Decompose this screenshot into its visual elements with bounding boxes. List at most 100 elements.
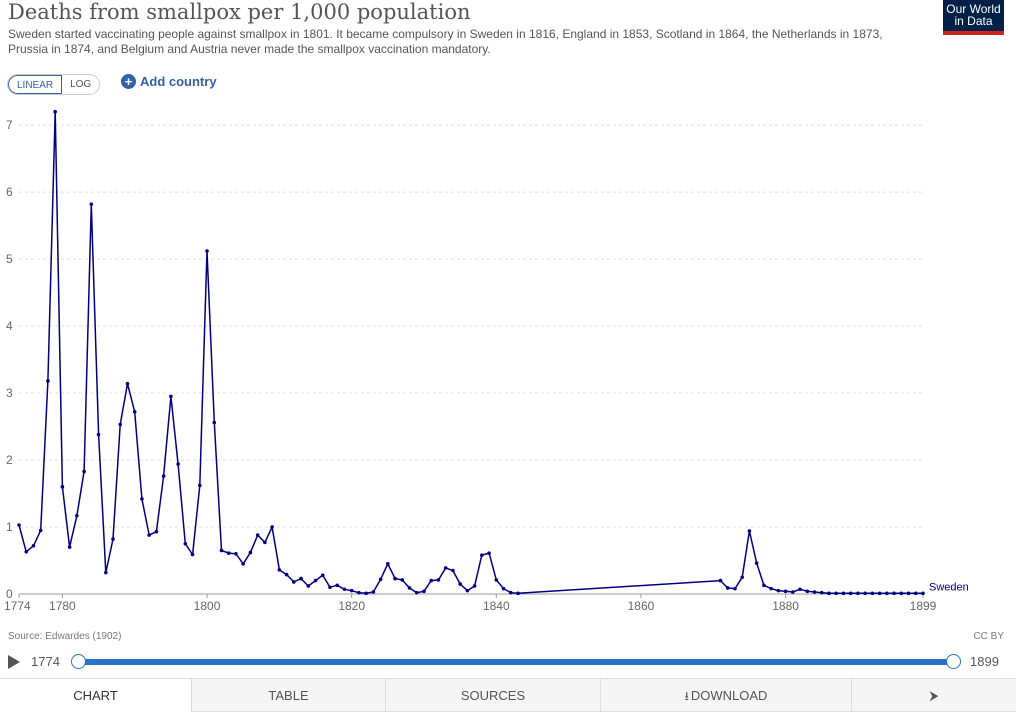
data-point[interactable] — [82, 469, 86, 474]
data-point[interactable] — [234, 552, 238, 556]
data-point[interactable] — [96, 432, 101, 437]
data-point[interactable] — [284, 572, 289, 577]
data-point[interactable] — [75, 513, 79, 518]
data-point[interactable] — [183, 541, 188, 546]
log-scale-button[interactable]: LOG — [70, 79, 92, 90]
play-icon[interactable] — [8, 655, 20, 669]
data-point[interactable] — [906, 591, 911, 596]
data-point[interactable] — [89, 202, 94, 206]
add-country-button[interactable]: + Add country — [121, 74, 217, 89]
data-point[interactable] — [255, 533, 260, 537]
data-point[interactable] — [386, 562, 390, 566]
data-point[interactable] — [67, 545, 72, 549]
data-point[interactable] — [769, 586, 773, 591]
data-point[interactable] — [169, 394, 173, 399]
data-point[interactable] — [798, 587, 802, 592]
data-point[interactable] — [458, 582, 462, 586]
data-point[interactable] — [494, 578, 499, 582]
data-point[interactable] — [393, 576, 397, 581]
data-point[interactable] — [422, 589, 426, 594]
data-point[interactable] — [407, 586, 412, 590]
data-point[interactable] — [313, 578, 318, 583]
owid-logo[interactable]: Our World in Data — [943, 0, 1004, 35]
data-point[interactable] — [103, 570, 108, 575]
data-point[interactable] — [38, 528, 43, 533]
source-note[interactable]: Source: Edwardes (1902) — [8, 631, 122, 642]
tab-chart[interactable]: CHART — [0, 679, 191, 712]
data-point[interactable] — [776, 588, 781, 593]
data-point[interactable] — [856, 591, 860, 596]
data-point[interactable] — [306, 584, 311, 588]
data-point[interactable] — [176, 462, 180, 466]
data-point[interactable] — [371, 590, 376, 594]
data-point[interactable] — [190, 552, 195, 557]
data-point[interactable] — [834, 591, 839, 596]
data-point[interactable] — [885, 591, 889, 596]
data-point[interactable] — [111, 537, 115, 541]
data-point[interactable] — [870, 591, 875, 596]
linear-scale-button[interactable]: LINEAR — [8, 75, 63, 94]
data-point[interactable] — [357, 590, 361, 595]
data-point[interactable] — [921, 591, 925, 596]
data-point[interactable] — [320, 573, 325, 578]
data-point[interactable] — [17, 523, 21, 527]
data-point[interactable] — [24, 549, 29, 554]
data-point[interactable] — [501, 586, 506, 591]
data-point[interactable] — [125, 381, 130, 386]
data-point[interactable] — [472, 584, 477, 588]
data-point[interactable] — [841, 591, 846, 596]
data-point[interactable] — [198, 483, 202, 488]
data-point[interactable] — [248, 550, 253, 555]
data-point[interactable] — [718, 578, 723, 583]
series-line-sweden[interactable] — [18, 111, 923, 595]
data-point[interactable] — [516, 591, 520, 596]
data-point[interactable] — [754, 561, 759, 565]
data-point[interactable] — [53, 109, 57, 114]
data-point[interactable] — [747, 529, 752, 533]
data-point[interactable] — [899, 591, 904, 596]
data-point[interactable] — [161, 474, 166, 478]
data-point[interactable] — [132, 409, 137, 414]
data-point[interactable] — [378, 577, 383, 582]
data-point[interactable] — [292, 580, 296, 584]
data-point[interactable] — [263, 540, 267, 545]
data-point[interactable] — [819, 590, 824, 595]
data-point[interactable] — [812, 590, 817, 594]
data-point[interactable] — [400, 578, 405, 582]
data-point[interactable] — [436, 578, 441, 582]
data-point[interactable] — [140, 497, 144, 501]
data-point[interactable] — [212, 420, 217, 425]
data-point[interactable] — [349, 588, 354, 593]
data-point[interactable] — [335, 583, 340, 588]
data-point[interactable] — [877, 591, 882, 596]
data-point[interactable] — [913, 591, 918, 596]
data-point[interactable] — [226, 551, 231, 555]
data-point[interactable] — [31, 543, 36, 548]
data-point[interactable] — [487, 551, 491, 555]
timeline-end-handle[interactable] — [946, 654, 961, 669]
data-point[interactable] — [46, 379, 50, 383]
tab-table[interactable]: TABLE — [191, 679, 385, 712]
data-point[interactable] — [465, 588, 470, 593]
data-point[interactable] — [443, 566, 448, 570]
data-point[interactable] — [863, 591, 867, 596]
data-point[interactable] — [480, 553, 484, 557]
data-point[interactable] — [270, 525, 274, 529]
data-point[interactable] — [451, 568, 455, 573]
data-point[interactable] — [827, 591, 831, 596]
data-point[interactable] — [762, 583, 766, 588]
data-point[interactable] — [60, 485, 65, 489]
license-label[interactable]: CC BY — [973, 631, 1004, 642]
timeline-track[interactable] — [78, 659, 954, 665]
data-point[interactable] — [892, 591, 896, 596]
data-point[interactable] — [147, 533, 151, 537]
data-point[interactable] — [154, 529, 159, 534]
data-point[interactable] — [725, 586, 730, 590]
tab-download[interactable]: ⭳ DOWNLOAD — [600, 679, 851, 712]
data-point[interactable] — [219, 548, 224, 553]
tab-share[interactable]: ⮞ — [851, 679, 1016, 712]
data-point[interactable] — [740, 575, 744, 580]
data-point[interactable] — [429, 578, 434, 583]
data-point[interactable] — [205, 249, 209, 253]
data-point[interactable] — [733, 586, 737, 591]
